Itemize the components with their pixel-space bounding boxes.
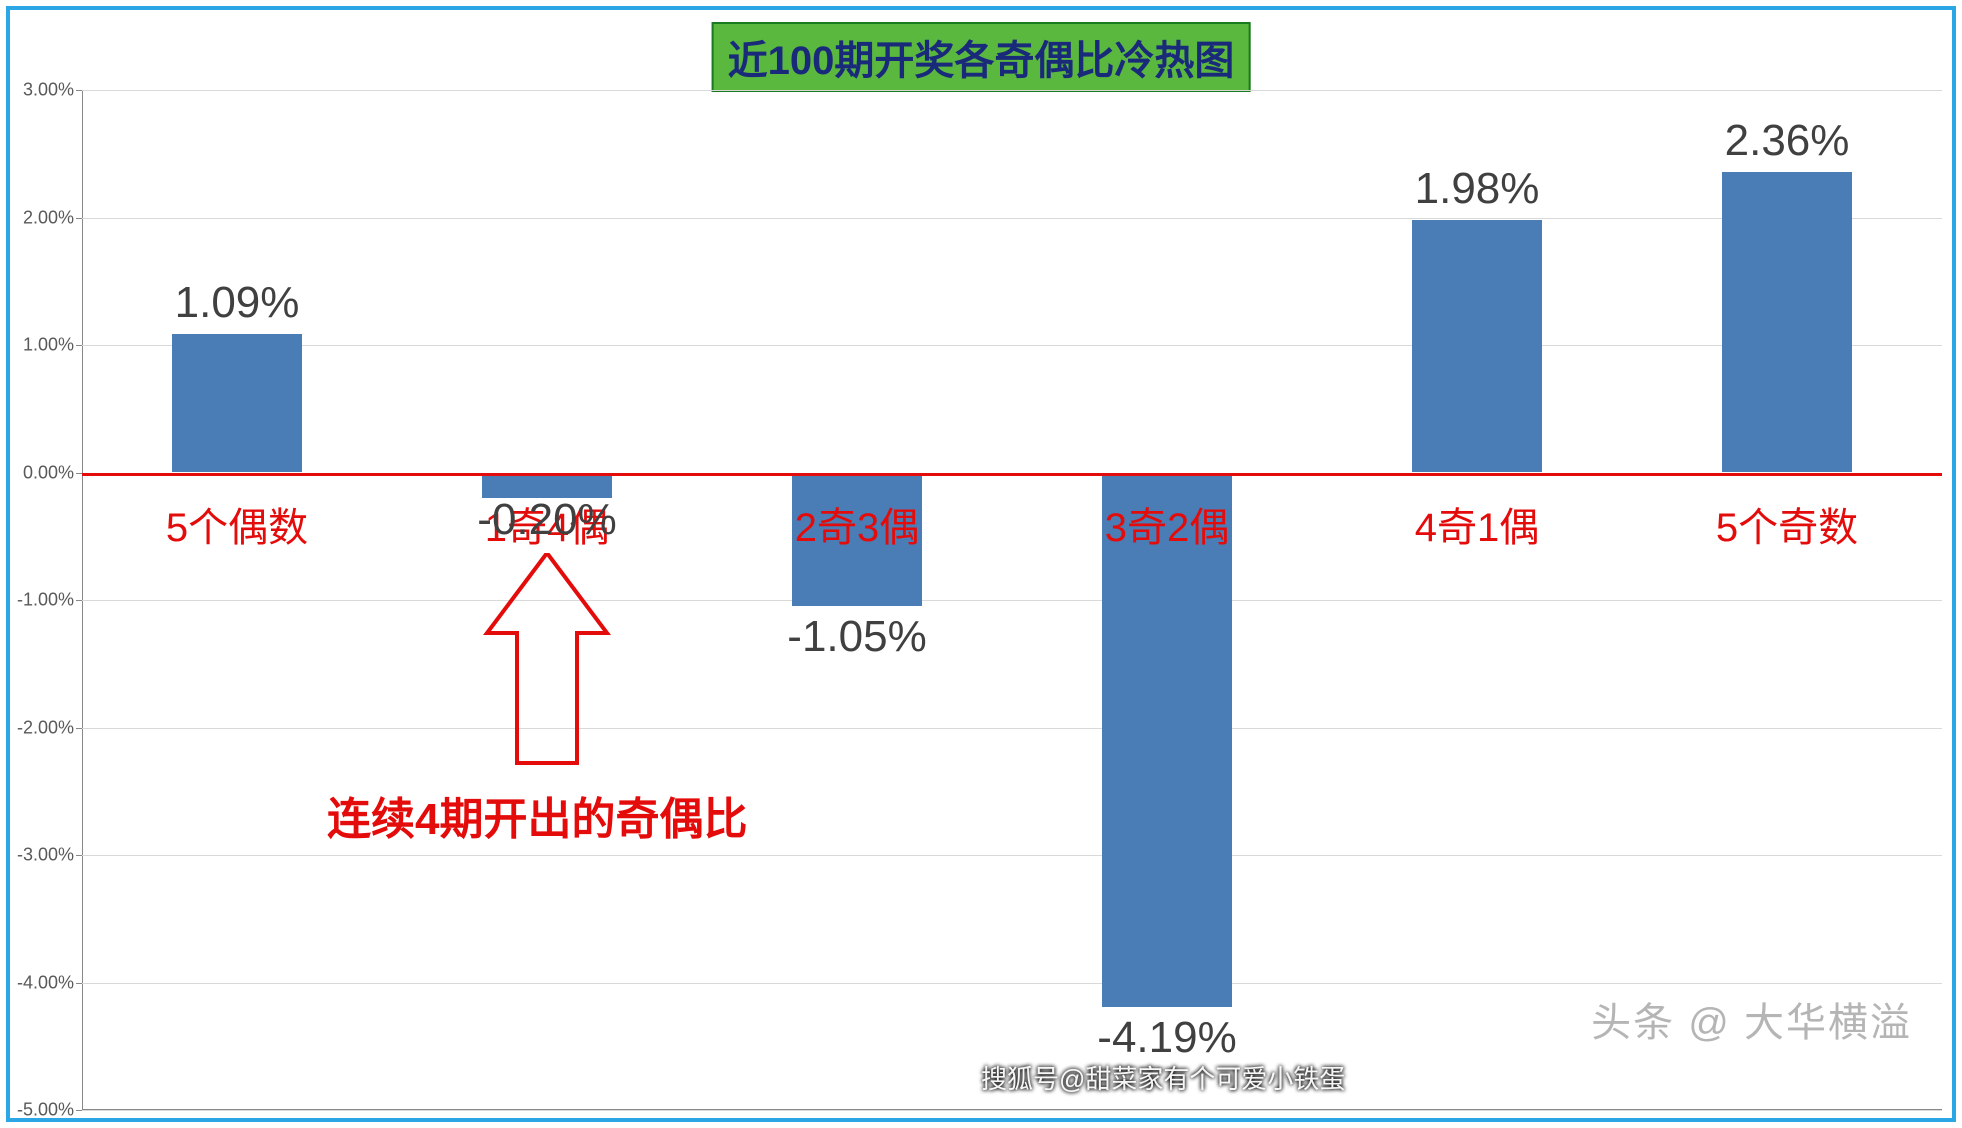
value-label: -4.19% <box>1097 1013 1236 1063</box>
category-label: 5个偶数 <box>166 495 308 553</box>
value-label: 2.36% <box>1725 116 1850 166</box>
value-label: 1.09% <box>175 278 300 328</box>
annotation-arrow-icon <box>477 553 617 773</box>
ytick-label: -1.00% <box>17 590 74 611</box>
bar <box>172 334 302 473</box>
gridline <box>82 1110 1942 1111</box>
gridline <box>82 728 1942 729</box>
plot-area: 3.00%2.00%1.00%0.00%-1.00%-2.00%-3.00%-4… <box>82 90 1942 1110</box>
bar <box>1412 220 1542 472</box>
ytick-mark <box>76 90 82 91</box>
chart-title: 近100期开奖各奇偶比冷热图 <box>712 22 1251 92</box>
category-label: 4奇1偶 <box>1415 495 1540 553</box>
gridline <box>82 218 1942 219</box>
chart-frame: 近100期开奖各奇偶比冷热图 3.00%2.00%1.00%0.00%-1.00… <box>6 6 1956 1122</box>
gridline <box>82 90 1942 91</box>
bar <box>1722 172 1852 473</box>
value-label: -1.05% <box>787 612 926 662</box>
ytick-label: -4.00% <box>17 972 74 993</box>
ytick-mark <box>76 983 82 984</box>
ytick-label: 2.00% <box>23 207 74 228</box>
ytick-mark <box>76 218 82 219</box>
ytick-label: -3.00% <box>17 845 74 866</box>
gridline <box>82 345 1942 346</box>
gridline <box>82 983 1942 984</box>
ytick-label: -5.00% <box>17 1100 74 1121</box>
ytick-mark <box>76 345 82 346</box>
ytick-mark <box>76 600 82 601</box>
category-label: 3奇2偶 <box>1105 495 1230 553</box>
category-label: 2奇3偶 <box>795 495 920 553</box>
watermark-top: 头条 @ 大华横溢 <box>1591 990 1912 1048</box>
ytick-label: 0.00% <box>23 462 74 483</box>
ytick-label: 3.00% <box>23 80 74 101</box>
watermark-bottom: 搜狐号@甜菜家有个可爱小铁蛋 <box>981 1059 1345 1096</box>
ytick-mark <box>76 728 82 729</box>
bar <box>1102 473 1232 1007</box>
value-label: -0.20% <box>477 495 616 545</box>
zero-line <box>82 473 1942 476</box>
ytick-label: 1.00% <box>23 335 74 356</box>
gridline <box>82 855 1942 856</box>
ytick-label: -2.00% <box>17 717 74 738</box>
category-label: 5个奇数 <box>1716 495 1858 553</box>
annotation-text: 连续4期开出的奇偶比 <box>327 783 747 847</box>
gridline <box>82 600 1942 601</box>
ytick-mark <box>76 1110 82 1111</box>
value-label: 1.98% <box>1415 164 1540 214</box>
ytick-mark <box>76 855 82 856</box>
